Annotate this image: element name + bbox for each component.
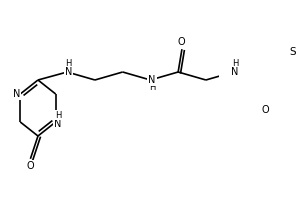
Text: N: N	[148, 75, 155, 85]
Text: H: H	[232, 60, 238, 68]
Text: H: H	[65, 60, 72, 68]
Text: O: O	[26, 161, 34, 171]
Text: N: N	[231, 67, 239, 77]
Text: O: O	[261, 105, 269, 115]
Text: N: N	[65, 67, 72, 77]
Text: S: S	[289, 47, 296, 57]
Text: O: O	[178, 37, 186, 47]
Text: N: N	[54, 119, 61, 129]
Text: N: N	[13, 89, 20, 99]
Text: H: H	[55, 110, 61, 119]
Text: H: H	[149, 84, 155, 92]
